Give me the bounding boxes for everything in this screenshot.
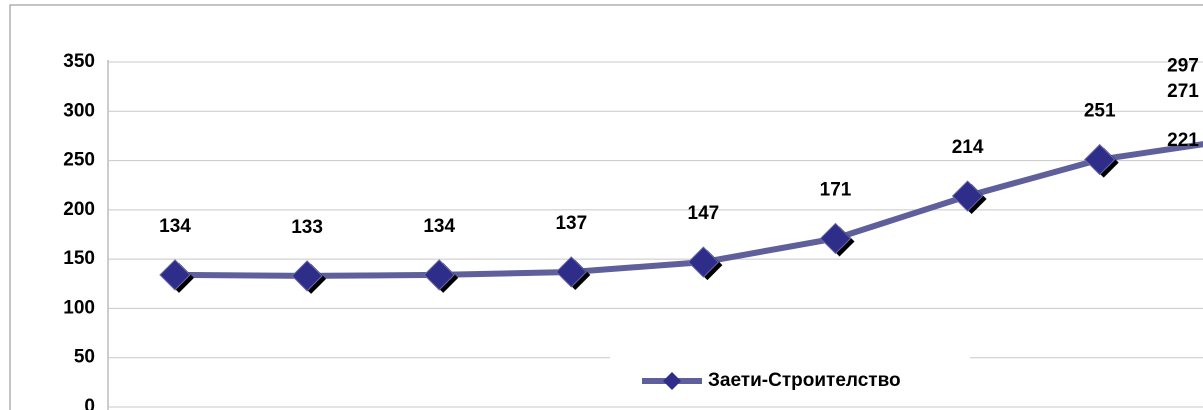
data-label: 147 <box>688 203 720 224</box>
data-label: 221 <box>1167 130 1199 151</box>
marker <box>1083 143 1116 176</box>
data-label: 133 <box>291 217 323 238</box>
y-tick-label: 0 <box>84 396 95 410</box>
marker <box>423 259 455 291</box>
data-label: 134 <box>159 216 191 237</box>
marker <box>819 222 852 255</box>
y-tick-label: 200 <box>63 199 95 220</box>
marker <box>555 256 588 288</box>
data-label: 214 <box>952 137 984 158</box>
data-label: 137 <box>555 213 587 234</box>
y-tick-label: 150 <box>63 248 95 269</box>
data-label: 297 <box>1167 55 1199 76</box>
chart-border <box>9 4 1203 410</box>
marker <box>951 180 984 212</box>
y-tick-label: 250 <box>63 150 95 171</box>
data-label: 134 <box>423 216 455 237</box>
data-label: 271 <box>1167 81 1199 102</box>
data-label: 251 <box>1084 101 1116 122</box>
plot <box>159 141 1203 294</box>
marker <box>291 260 323 292</box>
marker <box>159 259 191 291</box>
legend-label: Заети-Строителство <box>708 370 901 391</box>
data-label: 171 <box>820 179 852 200</box>
marker <box>687 246 720 278</box>
legend-marker <box>663 372 681 390</box>
y-tick-label: 50 <box>74 347 95 368</box>
y-tick-label: 300 <box>63 100 95 121</box>
y-tick-label: 100 <box>63 297 95 318</box>
y-tick-label: 350 <box>63 51 95 72</box>
